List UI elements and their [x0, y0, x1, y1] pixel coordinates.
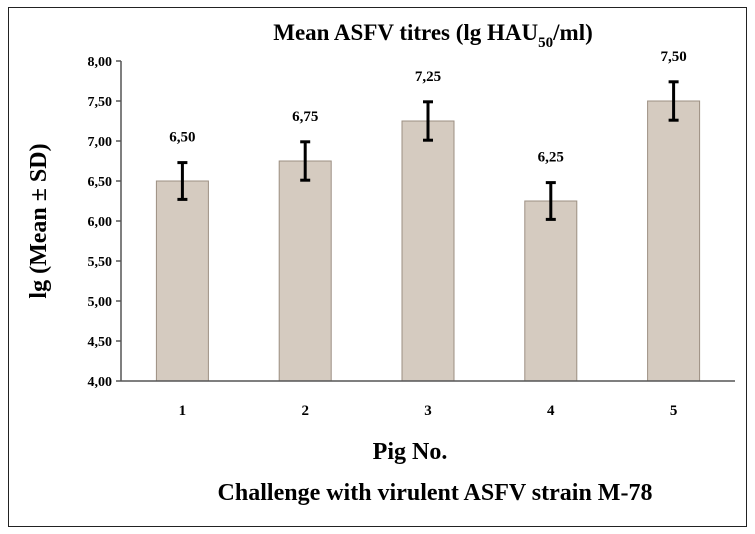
x-tick-label: 2	[301, 403, 309, 419]
y-tick-label: 6,00	[88, 215, 113, 230]
x-tick-label: 3	[424, 403, 432, 419]
bar	[401, 120, 455, 382]
data-label: 7,50	[660, 49, 686, 65]
y-axis-title: lg (Mean ± SD)	[26, 143, 52, 298]
y-tick-label: 7,50	[88, 95, 113, 110]
bars	[155, 100, 701, 382]
y-tick-label: 5,50	[88, 255, 113, 270]
y-tick-label: 6,50	[88, 175, 113, 190]
x-axis-title: Pig No.	[373, 439, 448, 465]
chart-title: Mean ASFV titres (lg HAU50/ml)	[273, 20, 593, 51]
data-labels: 6,50 6,75 7,25 6,25 7,50	[169, 49, 686, 166]
chart-title-suffix: /ml)	[552, 20, 593, 45]
x-tick-label: 1	[179, 403, 187, 419]
chart-frame	[8, 7, 747, 527]
x-tick-label: 4	[547, 403, 555, 419]
bar	[524, 200, 578, 382]
chart-title-main: Mean ASFV titres (lg HAU	[273, 20, 538, 45]
y-tick-label: 7,00	[88, 135, 113, 150]
x-axis-ticks: 1 2 3 4 5	[179, 403, 678, 419]
data-label: 6,75	[292, 109, 318, 125]
data-label: 6,50	[169, 130, 195, 146]
y-tick-label: 8,00	[88, 55, 113, 70]
bar	[647, 100, 701, 382]
chart-caption: Challenge with virulent ASFV strain M-78	[218, 480, 653, 506]
y-axis-ticks: 4,00 4,50 5,00 5,50 6,00 6,50 7,00 7,50 8,00	[88, 55, 121, 390]
bar	[155, 180, 209, 382]
x-tick-label: 5	[670, 403, 678, 419]
chart-title-subscript: 50	[538, 35, 553, 51]
data-label: 6,25	[538, 150, 564, 166]
bar	[278, 160, 332, 382]
y-tick-label: 5,00	[88, 295, 113, 310]
y-tick-label: 4,50	[88, 335, 113, 350]
data-label: 7,25	[415, 69, 441, 85]
error-bars	[177, 80, 679, 221]
y-tick-label: 4,00	[88, 375, 113, 390]
